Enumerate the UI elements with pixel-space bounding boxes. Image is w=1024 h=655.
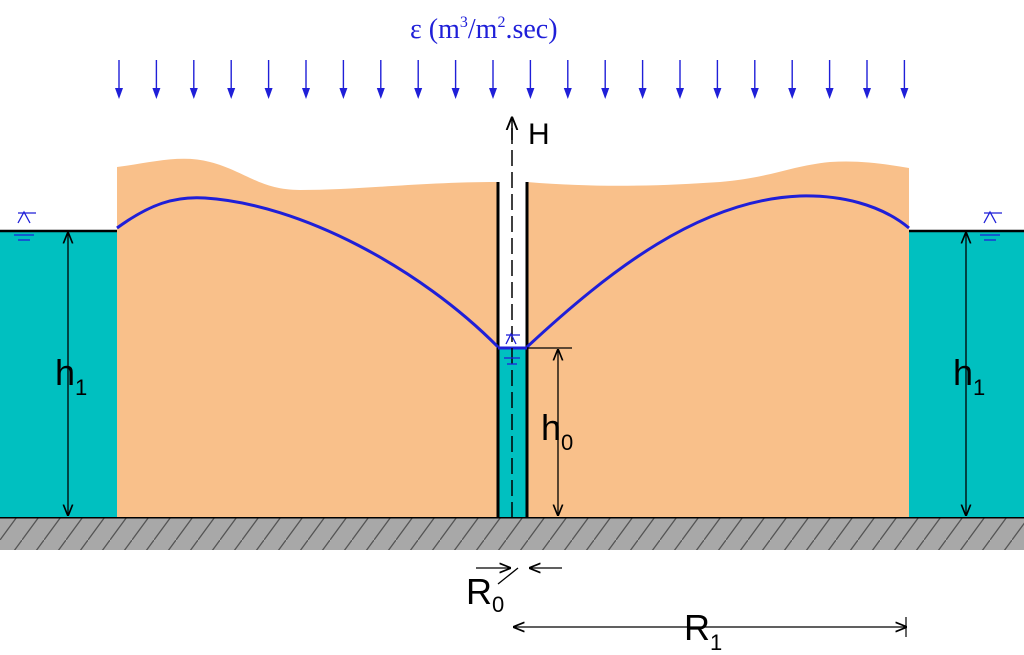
rain-arrow bbox=[339, 60, 348, 99]
rain-arrows bbox=[115, 60, 909, 99]
rain-arrow bbox=[601, 60, 610, 99]
R0-base: R bbox=[466, 571, 492, 612]
rain-arrow bbox=[302, 60, 310, 99]
rain-arrow bbox=[713, 60, 722, 99]
rain-arrow bbox=[750, 60, 759, 99]
rain-arrow bbox=[227, 60, 236, 99]
soil-right bbox=[527, 161, 909, 518]
rain-rate-label: ε (m3/m2.sec) bbox=[410, 14, 558, 45]
water-level-marker-well bbox=[504, 332, 520, 365]
water-level-marker-left bbox=[14, 210, 36, 241]
rain-arrow bbox=[900, 60, 909, 99]
water-left bbox=[0, 231, 117, 517]
ground-base bbox=[0, 515, 1024, 550]
water-level-marker-right bbox=[980, 210, 1002, 241]
h1-left-sub: 1 bbox=[75, 375, 87, 400]
rain-arrow bbox=[825, 60, 834, 99]
rain-arrow bbox=[376, 60, 385, 99]
epsilon-symbol: ε bbox=[410, 14, 422, 45]
rain-arrow bbox=[451, 60, 460, 99]
h1-right-base: h bbox=[953, 352, 973, 393]
rain-unit-sup1: 3 bbox=[460, 14, 468, 31]
phreatic-curve-right bbox=[525, 194, 910, 349]
h1-left-base: h bbox=[55, 352, 75, 393]
h0-base: h bbox=[541, 407, 561, 448]
R0-label: R0 bbox=[466, 571, 504, 617]
R0-sub: 0 bbox=[492, 592, 504, 617]
rain-arrow bbox=[676, 60, 684, 99]
rain-arrow bbox=[264, 60, 273, 99]
h0-sub: 0 bbox=[561, 430, 573, 455]
h1-right-sub: 1 bbox=[973, 375, 985, 400]
ground-hatch bbox=[0, 517, 1024, 550]
rain-arrow bbox=[115, 60, 123, 99]
rain-arrow bbox=[489, 60, 497, 99]
H-axis-label: H bbox=[528, 118, 550, 151]
R1-sub: 1 bbox=[710, 630, 722, 655]
R0-dimension bbox=[476, 568, 562, 585]
R1-base: R bbox=[684, 607, 710, 648]
soil-left bbox=[117, 158, 498, 517]
rain-arrow bbox=[152, 60, 161, 99]
rain-arrow bbox=[563, 60, 572, 99]
rain-arrow bbox=[788, 60, 797, 99]
h1-right-label: h1 bbox=[953, 352, 985, 400]
rain-unit-open: (m bbox=[422, 14, 460, 45]
rain-arrow bbox=[526, 60, 535, 99]
rain-arrow bbox=[414, 60, 423, 99]
R1-label: R1 bbox=[684, 607, 722, 655]
rain-unit-mid: /m bbox=[468, 14, 498, 45]
h0-label: h0 bbox=[541, 407, 573, 455]
rain-unit-tail: .sec) bbox=[505, 14, 557, 45]
rain-arrow bbox=[189, 60, 198, 99]
phreatic-curve-left bbox=[116, 196, 500, 349]
rain-arrow bbox=[638, 60, 647, 99]
h1-left-label: h1 bbox=[55, 352, 87, 400]
rain-arrow bbox=[863, 60, 871, 99]
rain-unit-sup2: 2 bbox=[497, 14, 505, 31]
